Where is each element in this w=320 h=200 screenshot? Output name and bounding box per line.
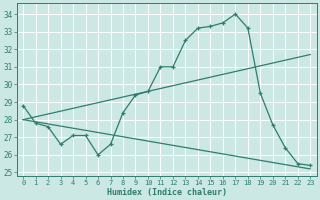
X-axis label: Humidex (Indice chaleur): Humidex (Indice chaleur) — [107, 188, 227, 197]
